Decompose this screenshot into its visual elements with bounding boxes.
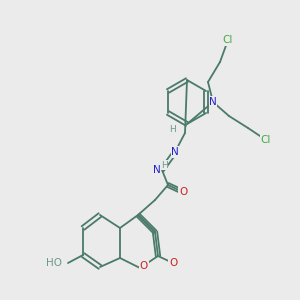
Text: N: N bbox=[153, 165, 161, 175]
Text: N: N bbox=[171, 147, 179, 157]
Text: O: O bbox=[169, 258, 177, 268]
Text: Cl: Cl bbox=[223, 35, 233, 45]
Text: Cl: Cl bbox=[261, 135, 271, 145]
Text: O: O bbox=[140, 261, 148, 271]
Text: N: N bbox=[209, 97, 217, 107]
Text: O: O bbox=[179, 187, 187, 197]
Text: HO: HO bbox=[46, 258, 62, 268]
Text: H: H bbox=[160, 160, 167, 169]
Text: H: H bbox=[169, 124, 176, 134]
